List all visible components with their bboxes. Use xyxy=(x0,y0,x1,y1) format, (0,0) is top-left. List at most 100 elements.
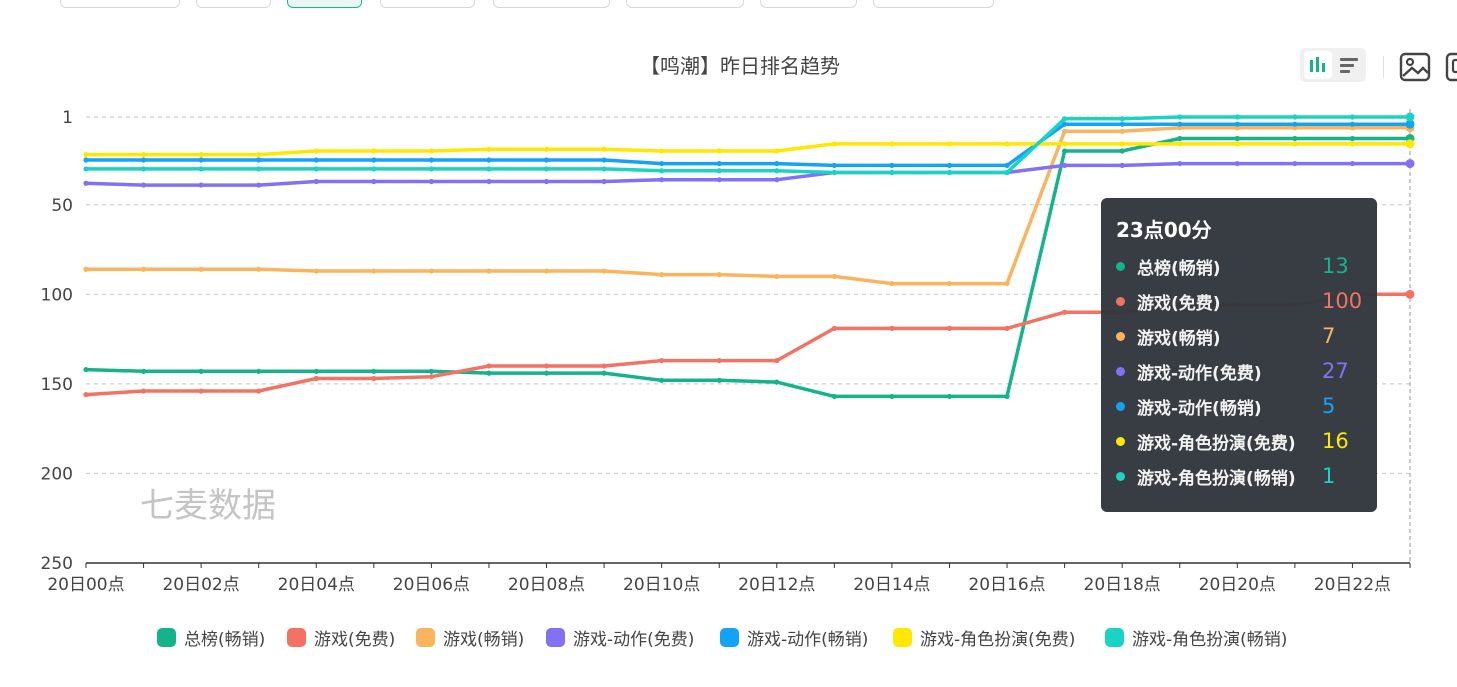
list-icon[interactable] xyxy=(1335,51,1363,79)
data-point xyxy=(946,280,953,287)
legend-item[interactable]: 游戏-动作(免费) xyxy=(546,624,694,650)
legend-item[interactable]: 游戏-角色扮演(畅销) xyxy=(1105,624,1287,650)
data-point xyxy=(1004,141,1010,147)
data-point xyxy=(83,152,89,158)
legend-label: 总榜(畅销) xyxy=(184,629,266,650)
data-point xyxy=(428,157,434,163)
tooltip-row: 总榜(畅销) 13 xyxy=(1116,251,1366,281)
filter-tab[interactable] xyxy=(380,0,475,8)
data-point xyxy=(1062,116,1068,122)
data-point xyxy=(1349,135,1356,142)
data-point xyxy=(946,141,953,147)
x-tick-label: 20日16点 xyxy=(968,575,1045,595)
data-point xyxy=(256,182,262,188)
data-point xyxy=(371,166,377,172)
data-point xyxy=(83,157,89,163)
data-point xyxy=(543,166,550,172)
tooltip-row: 游戏(免费) 100 xyxy=(1116,286,1366,316)
data-point xyxy=(601,146,607,152)
tooltip-series-name: 游戏-角色扮演(畅销) xyxy=(1137,468,1296,489)
data-point xyxy=(659,168,665,174)
data-point xyxy=(1405,289,1415,299)
data-point xyxy=(140,368,147,374)
data-point xyxy=(313,178,319,185)
series-group xyxy=(83,159,1415,188)
data-point xyxy=(543,157,550,163)
filter-tab[interactable] xyxy=(626,0,744,8)
data-point xyxy=(313,375,319,382)
image-icon[interactable] xyxy=(1398,50,1432,84)
data-point xyxy=(486,178,492,185)
data-point xyxy=(946,169,953,176)
data-point xyxy=(198,166,204,172)
data-point xyxy=(774,273,780,280)
filter-tab-active[interactable] xyxy=(287,0,362,8)
tooltip-series-value: 27 xyxy=(1322,359,1349,383)
data-point xyxy=(543,370,550,376)
filter-tab[interactable] xyxy=(873,0,994,8)
y-tick-label: 200 xyxy=(41,464,73,484)
series-group xyxy=(83,119,1415,168)
filter-tab[interactable] xyxy=(493,0,610,8)
filter-tab[interactable] xyxy=(196,0,271,8)
legend-label: 游戏-动作(免费) xyxy=(573,629,695,650)
data-point xyxy=(428,166,434,172)
toolbar-divider xyxy=(1383,56,1384,78)
data-point xyxy=(659,160,665,167)
legend-item[interactable]: 游戏(畅销) xyxy=(416,624,524,650)
data-point xyxy=(1349,121,1356,127)
series-line xyxy=(84,115,1412,175)
legend-item[interactable]: 游戏-动作(畅销) xyxy=(720,624,868,650)
data-point xyxy=(831,273,837,280)
data-point xyxy=(601,178,607,185)
data-point xyxy=(140,266,147,272)
legend-item[interactable]: 游戏(免费) xyxy=(287,624,395,650)
y-tick-label: 150 xyxy=(41,375,73,395)
data-point xyxy=(313,166,319,172)
data-point xyxy=(1292,121,1298,127)
data-point xyxy=(831,169,837,176)
filter-tab[interactable] xyxy=(760,0,857,8)
legend-swatch xyxy=(1105,627,1124,647)
data-point xyxy=(428,178,434,185)
data-point xyxy=(256,266,262,272)
data-point xyxy=(716,272,722,278)
tooltip-row: 游戏-角色扮演(免费) 16 xyxy=(1116,426,1366,456)
series-group xyxy=(83,133,1415,400)
data-point xyxy=(1349,125,1356,131)
data-point xyxy=(313,268,319,274)
data-point xyxy=(543,178,550,185)
data-point xyxy=(1234,125,1240,131)
legend-label: 游戏(免费) xyxy=(314,629,396,650)
data-point xyxy=(486,157,492,163)
data-point xyxy=(1405,119,1415,129)
tooltip-marker xyxy=(1116,331,1125,341)
data-point xyxy=(1292,114,1298,120)
legend-item[interactable]: 总榜(畅销) xyxy=(157,624,265,650)
data-point xyxy=(1062,141,1068,147)
data-point xyxy=(1405,139,1415,149)
data-point xyxy=(716,177,722,183)
data-point xyxy=(716,168,722,174)
tooltip-marker xyxy=(1116,471,1125,481)
tooltip-marker xyxy=(1116,261,1125,271)
tooltip-marker xyxy=(1116,296,1125,306)
copy-icon[interactable] xyxy=(1444,50,1457,84)
chart-title: 【鸣潮】昨日排名趋势 xyxy=(640,54,840,78)
data-point xyxy=(889,169,895,176)
x-tick-label: 20日20点 xyxy=(1199,575,1276,595)
data-point xyxy=(1405,159,1415,169)
tooltip-series-value: 1 xyxy=(1322,464,1336,488)
bar-chart-icon[interactable] xyxy=(1304,51,1332,79)
tooltip-series-value: 5 xyxy=(1322,394,1336,418)
data-point xyxy=(831,162,837,168)
data-point xyxy=(1292,160,1298,167)
x-tick-label: 20日00点 xyxy=(47,575,124,595)
data-point xyxy=(371,368,377,374)
data-point xyxy=(313,148,319,154)
legend-item[interactable]: 游戏-角色扮演(免费) xyxy=(893,624,1075,650)
y-tick-label: 250 xyxy=(41,554,73,574)
filter-tab-bar xyxy=(0,0,1457,12)
filter-tab[interactable] xyxy=(60,0,180,8)
data-point xyxy=(774,148,780,154)
